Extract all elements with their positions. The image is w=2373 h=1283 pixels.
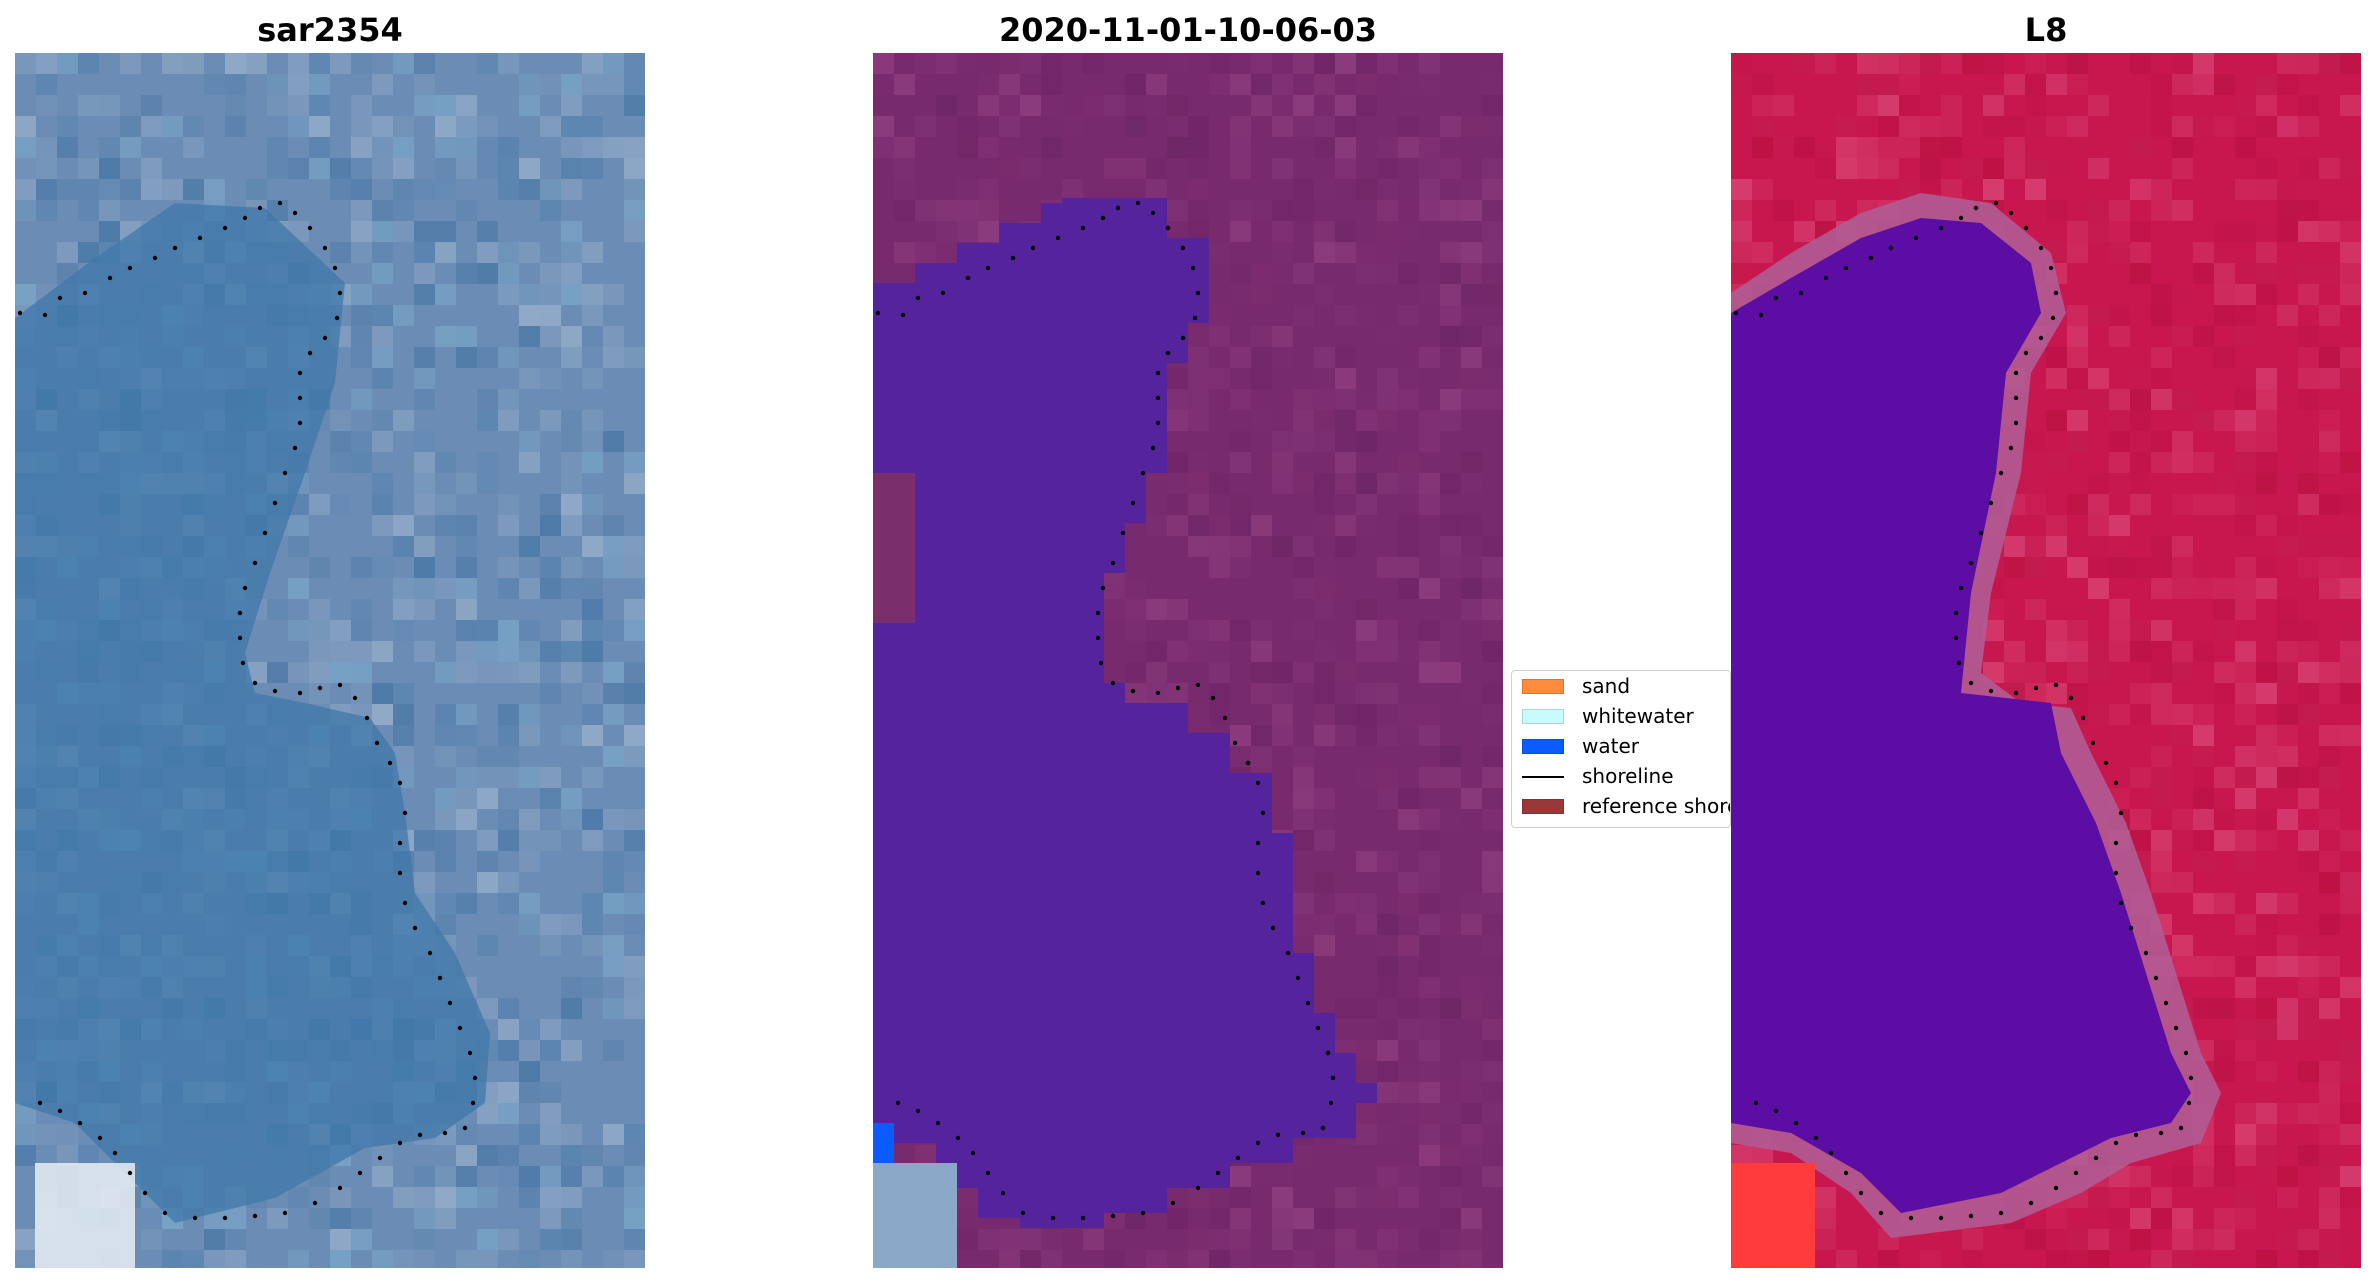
panel-title-l8: L8 xyxy=(2024,11,2068,49)
shoreline-dots-1 xyxy=(17,200,478,1221)
index-map-image xyxy=(1731,53,2361,1268)
shoreline-dots-3 xyxy=(1733,200,2194,1221)
overlay-image-canvas xyxy=(873,53,1503,1268)
rgb-white-patch xyxy=(35,1163,135,1268)
index-water-region xyxy=(1731,218,2191,1213)
rgb-water-body xyxy=(15,203,490,1223)
satellite-rgb-image xyxy=(15,53,645,1268)
legend-item-shoreline: shoreline xyxy=(1522,761,1674,791)
legend-label-whitewater: whitewater xyxy=(1582,704,1694,728)
classified-overlay-image xyxy=(873,53,1503,1268)
legend-label-reference-shoreline: reference shoreline xyxy=(1582,794,1730,818)
legend-swatch-water xyxy=(1522,738,1564,754)
overlay-land-inlet xyxy=(873,473,915,623)
shoreline-dots-2 xyxy=(875,200,1336,1221)
index-red-patch xyxy=(1731,1163,1815,1268)
legend: sand whitewater water shoreline referenc… xyxy=(1511,670,1731,828)
overlay-pale-patch xyxy=(873,1163,957,1268)
legend-item-sand: sand xyxy=(1522,671,1630,701)
legend-label-water: water xyxy=(1582,734,1639,758)
index-image-canvas xyxy=(1731,53,2361,1268)
rgb-image-canvas xyxy=(15,53,645,1268)
legend-line-shoreline xyxy=(1522,769,1564,784)
legend-item-reference-shoreline: reference shoreline xyxy=(1522,791,1730,821)
panel-title-sar2354: sar2354 xyxy=(257,11,403,49)
legend-label-sand: sand xyxy=(1582,674,1631,698)
legend-swatch-reference-shoreline xyxy=(1522,798,1564,814)
panel-title-date: 2020-11-01-10-06-03 xyxy=(998,11,1378,49)
overlay-water-patch xyxy=(873,1123,894,1163)
legend-item-water: water xyxy=(1522,731,1639,761)
legend-label-shoreline: shoreline xyxy=(1582,764,1674,788)
legend-swatch-sand xyxy=(1522,678,1564,694)
legend-item-whitewater: whitewater xyxy=(1522,701,1694,731)
legend-swatch-whitewater xyxy=(1522,708,1564,724)
overlay-water-region xyxy=(873,198,1377,1228)
